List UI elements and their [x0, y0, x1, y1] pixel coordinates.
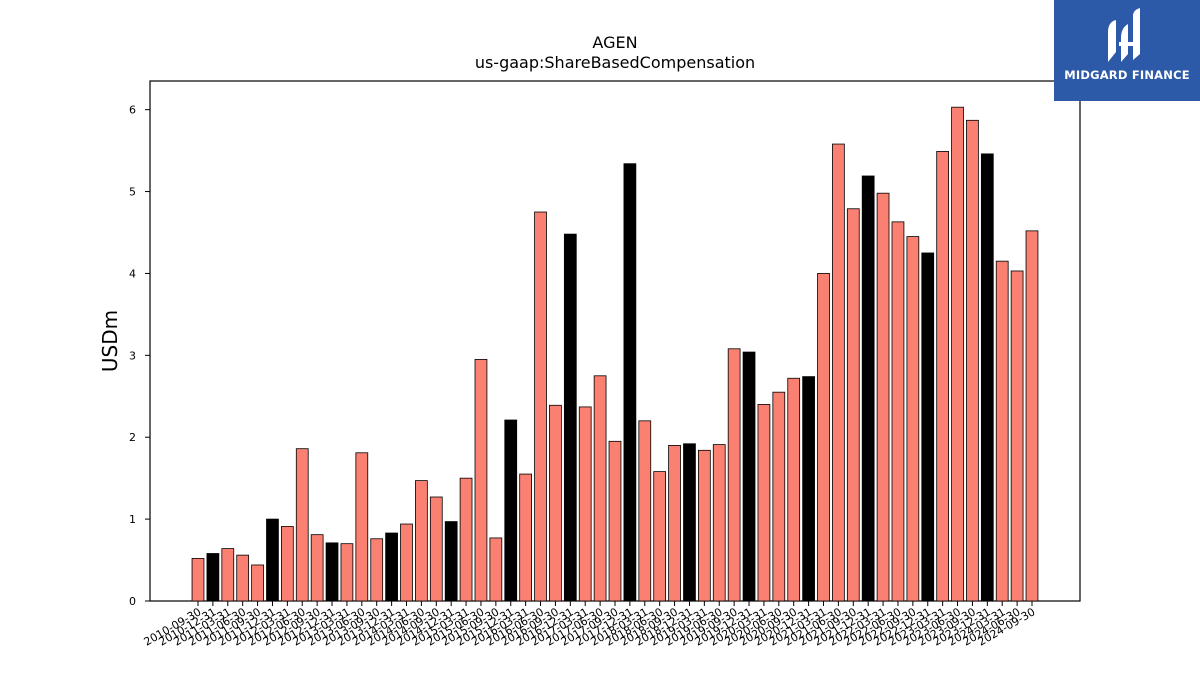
bar-2020-12-31 [802, 376, 815, 602]
bar-2015-06-30 [474, 359, 488, 602]
logo-text: MIDGARD FINANCE [1064, 68, 1190, 82]
bar-2017-09-30 [608, 440, 622, 602]
bar-2024-06-30 [1010, 270, 1024, 602]
bar-2016-06-30 [534, 211, 547, 602]
bar-2021-09-30 [846, 208, 860, 602]
bar-2018-06-30 [653, 471, 667, 602]
bar-2018-03-31 [638, 420, 652, 602]
bar-2018-09-30 [668, 445, 681, 602]
bar-2017-06-30 [593, 375, 607, 602]
bar-2012-12-31 [325, 542, 339, 602]
y-tick-label: 3 [129, 349, 136, 362]
bar-2015-12-31 [504, 419, 518, 602]
y-tick-label: 5 [129, 186, 136, 199]
bar-2012-03-31 [280, 526, 294, 602]
bar-2021-03-31 [817, 273, 830, 602]
bar-2014-12-31 [444, 521, 458, 602]
y-tick-label: 0 [129, 595, 136, 608]
bars-group [191, 106, 1039, 602]
bar-2020-09-30 [787, 377, 801, 602]
bar-2019-09-30 [727, 348, 741, 602]
bar-2019-12-31 [742, 351, 756, 602]
bar-2021-06-30 [832, 143, 845, 602]
bar-2010-09-30 [191, 558, 205, 602]
bar-2012-06-30 [295, 448, 309, 602]
bar-2014-06-30 [415, 480, 428, 602]
bar-2013-06-30 [355, 452, 369, 602]
y-axis: 0 1 2 3 4 5 6 [129, 104, 150, 608]
bar-2011-03-31 [221, 548, 235, 602]
bar-2014-03-31 [400, 523, 413, 602]
bar-2024-09-30 [1025, 230, 1039, 602]
bar-2024-03-31 [995, 260, 1009, 602]
bar-2019-06-30 [712, 444, 726, 602]
bar-2019-03-31 [698, 449, 711, 602]
midgard-mark-icon [1108, 8, 1140, 62]
bar-2020-06-30 [772, 391, 786, 602]
bar-2022-03-31 [876, 192, 890, 602]
bar-2014-09-30 [429, 496, 443, 602]
bar-2016-12-31 [563, 233, 577, 602]
bar-2013-12-31 [385, 532, 398, 602]
bar-2017-12-31 [623, 163, 637, 602]
bar-2011-12-31 [266, 518, 279, 602]
y-tick-label: 6 [129, 104, 136, 117]
bar-2023-09-30 [966, 119, 979, 602]
bar-2010-12-31 [206, 553, 220, 602]
chart-title: AGEN [592, 33, 637, 52]
bar-2022-09-30 [906, 236, 920, 602]
y-tick-label: 4 [129, 267, 136, 280]
bar-2016-09-30 [549, 404, 562, 602]
x-axis: 2010-09-302010-12-312011-03-312011-06-30… [142, 601, 1038, 649]
bar-2023-12-31 [980, 153, 994, 602]
bar-2012-09-30 [310, 534, 324, 602]
bar-2016-03-31 [519, 473, 533, 602]
y-tick-label: 1 [129, 513, 136, 526]
y-axis-label: USDm [98, 310, 122, 372]
bar-2015-03-31 [459, 477, 473, 602]
bar-2013-03-31 [340, 543, 354, 602]
logo: MIDGARD FINANCE [1054, 0, 1200, 101]
bar-2013-09-30 [370, 538, 384, 602]
bar-2023-06-30 [951, 106, 964, 602]
bar-2022-06-30 [891, 221, 905, 602]
bar-2011-09-30 [251, 564, 264, 602]
chart-subtitle: us-gaap:ShareBasedCompensation [475, 53, 755, 72]
bar-2011-06-30 [236, 554, 250, 602]
bar-2018-12-31 [683, 443, 696, 602]
bar-2015-09-30 [489, 537, 503, 602]
bar-2017-03-31 [578, 406, 592, 602]
bar-2021-12-31 [861, 175, 875, 602]
y-tick-label: 2 [129, 431, 136, 444]
bar-2020-03-31 [757, 404, 771, 602]
bar-2022-12-31 [921, 252, 935, 602]
bar-2023-03-31 [936, 151, 950, 602]
